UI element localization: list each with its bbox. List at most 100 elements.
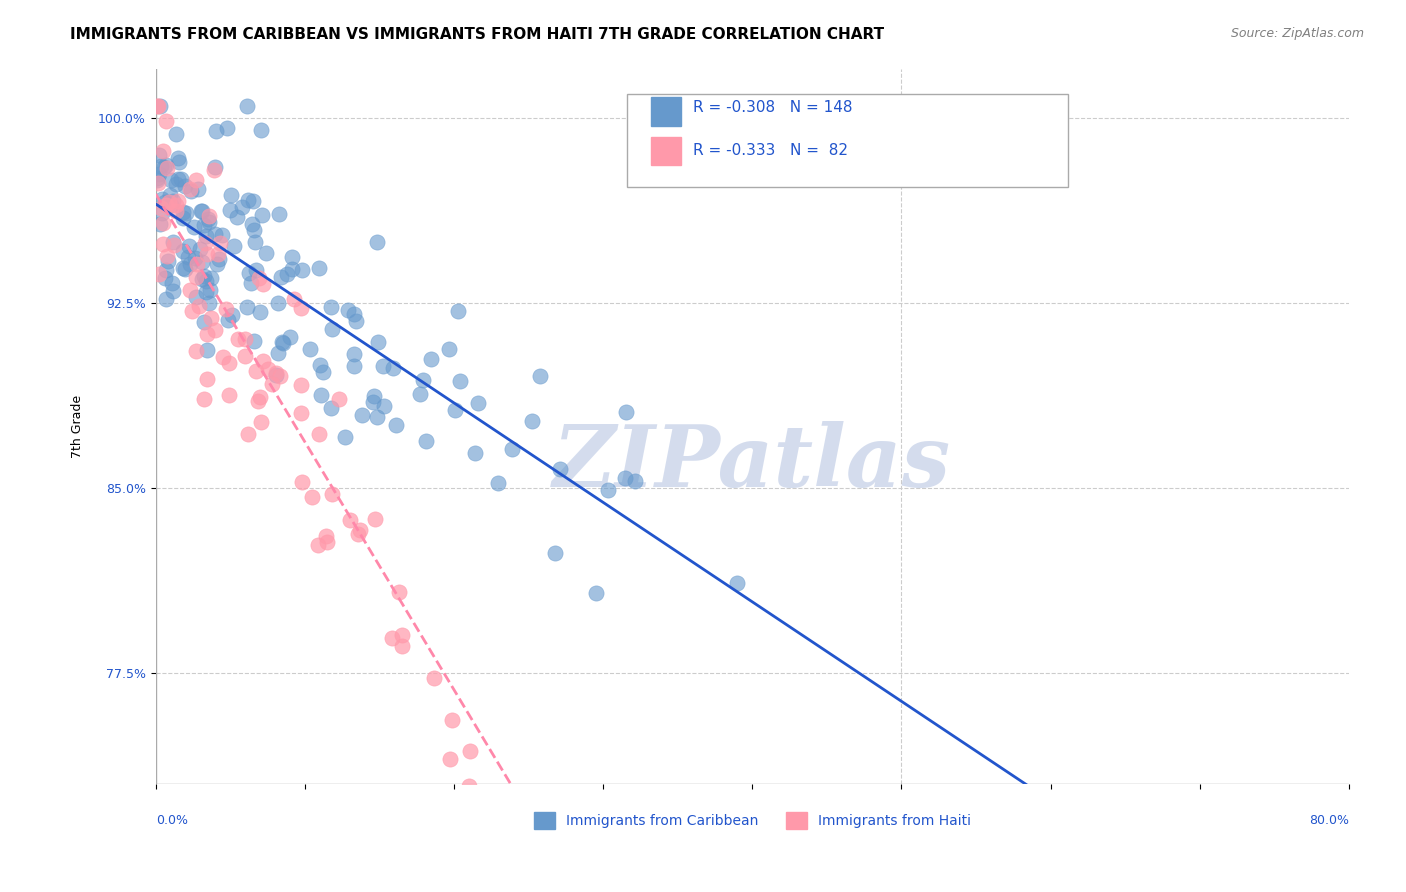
Point: [193, 392, 215, 406]
Point: [548, 462, 571, 476]
Point: [195, 343, 218, 357]
Point: [148, 176, 170, 190]
Point: [240, 217, 263, 231]
Point: [165, 204, 187, 219]
Point: [467, 395, 489, 409]
Text: ZIPatlas: ZIPatlas: [553, 420, 952, 504]
Point: [361, 395, 384, 409]
Point: [522, 414, 544, 428]
Point: [447, 304, 470, 318]
Point: [439, 752, 461, 766]
Point: [328, 392, 350, 407]
Point: [309, 358, 332, 372]
Point: [250, 415, 273, 429]
Point: [218, 356, 240, 370]
Point: [321, 487, 343, 501]
Point: [363, 389, 385, 403]
Point: [162, 277, 184, 291]
Point: [344, 314, 367, 328]
Point: [165, 198, 187, 212]
Point: [179, 239, 201, 253]
Point: [184, 344, 207, 359]
Point: [290, 406, 312, 420]
Legend: Immigrants from Caribbean, Immigrants from Haiti: Immigrants from Caribbean, Immigrants fr…: [529, 806, 976, 835]
Point: [631, 802, 654, 816]
Point: [172, 204, 194, 219]
Point: [193, 315, 215, 329]
Point: [233, 349, 256, 363]
Point: [187, 182, 209, 196]
Point: [339, 513, 361, 527]
Point: [190, 204, 212, 219]
Point: [146, 98, 169, 112]
Point: [249, 122, 271, 136]
Point: [308, 426, 330, 441]
Point: [316, 535, 339, 549]
Point: [315, 529, 337, 543]
Point: [501, 442, 523, 456]
Point: [160, 198, 183, 212]
Point: [245, 363, 267, 377]
Text: 80.0%: 80.0%: [1309, 814, 1348, 827]
Point: [301, 490, 323, 504]
Point: [153, 270, 176, 285]
Point: [174, 205, 197, 219]
Point: [181, 304, 204, 318]
Point: [240, 277, 263, 291]
Point: [236, 300, 259, 314]
Point: [194, 228, 217, 243]
Point: [412, 373, 434, 387]
Point: [222, 239, 245, 253]
Point: [270, 270, 292, 285]
Point: [347, 526, 370, 541]
Point: [309, 388, 332, 402]
Point: [186, 257, 208, 271]
Point: [208, 236, 231, 251]
Point: [221, 308, 243, 322]
Point: [245, 263, 267, 277]
Point: [167, 172, 190, 186]
Point: [219, 187, 242, 202]
Point: [623, 474, 645, 488]
Point: [226, 333, 249, 347]
Point: [236, 427, 259, 442]
Point: [146, 98, 169, 112]
Point: [150, 192, 173, 206]
Point: [352, 408, 374, 422]
Point: [276, 268, 298, 282]
Point: [384, 417, 406, 432]
Point: [195, 327, 218, 342]
Point: [333, 430, 356, 444]
Point: [157, 254, 180, 268]
Point: [153, 195, 176, 210]
Point: [193, 218, 215, 232]
Point: [155, 293, 177, 307]
Point: [409, 387, 432, 401]
Point: [281, 261, 304, 276]
Point: [271, 335, 294, 350]
Text: Source: ZipAtlas.com: Source: ZipAtlas.com: [1230, 27, 1364, 40]
Point: [200, 271, 222, 285]
Point: [162, 235, 184, 249]
Point: [148, 167, 170, 181]
Point: [420, 351, 443, 366]
Point: [415, 434, 437, 449]
Point: [343, 347, 366, 361]
Point: [172, 211, 194, 225]
Text: R = -0.308   N = 148: R = -0.308 N = 148: [693, 101, 852, 115]
Point: [188, 243, 211, 257]
Point: [236, 193, 259, 207]
Point: [149, 99, 172, 113]
Point: [391, 628, 413, 642]
Point: [184, 173, 207, 187]
Point: [267, 295, 290, 310]
Point: [217, 313, 239, 327]
Point: [193, 269, 215, 284]
Point: [336, 302, 359, 317]
Point: [233, 332, 256, 346]
Text: R = -0.333   N =  82: R = -0.333 N = 82: [693, 144, 848, 159]
Point: [366, 409, 388, 424]
Point: [174, 262, 197, 277]
Point: [267, 346, 290, 360]
Point: [197, 215, 219, 229]
